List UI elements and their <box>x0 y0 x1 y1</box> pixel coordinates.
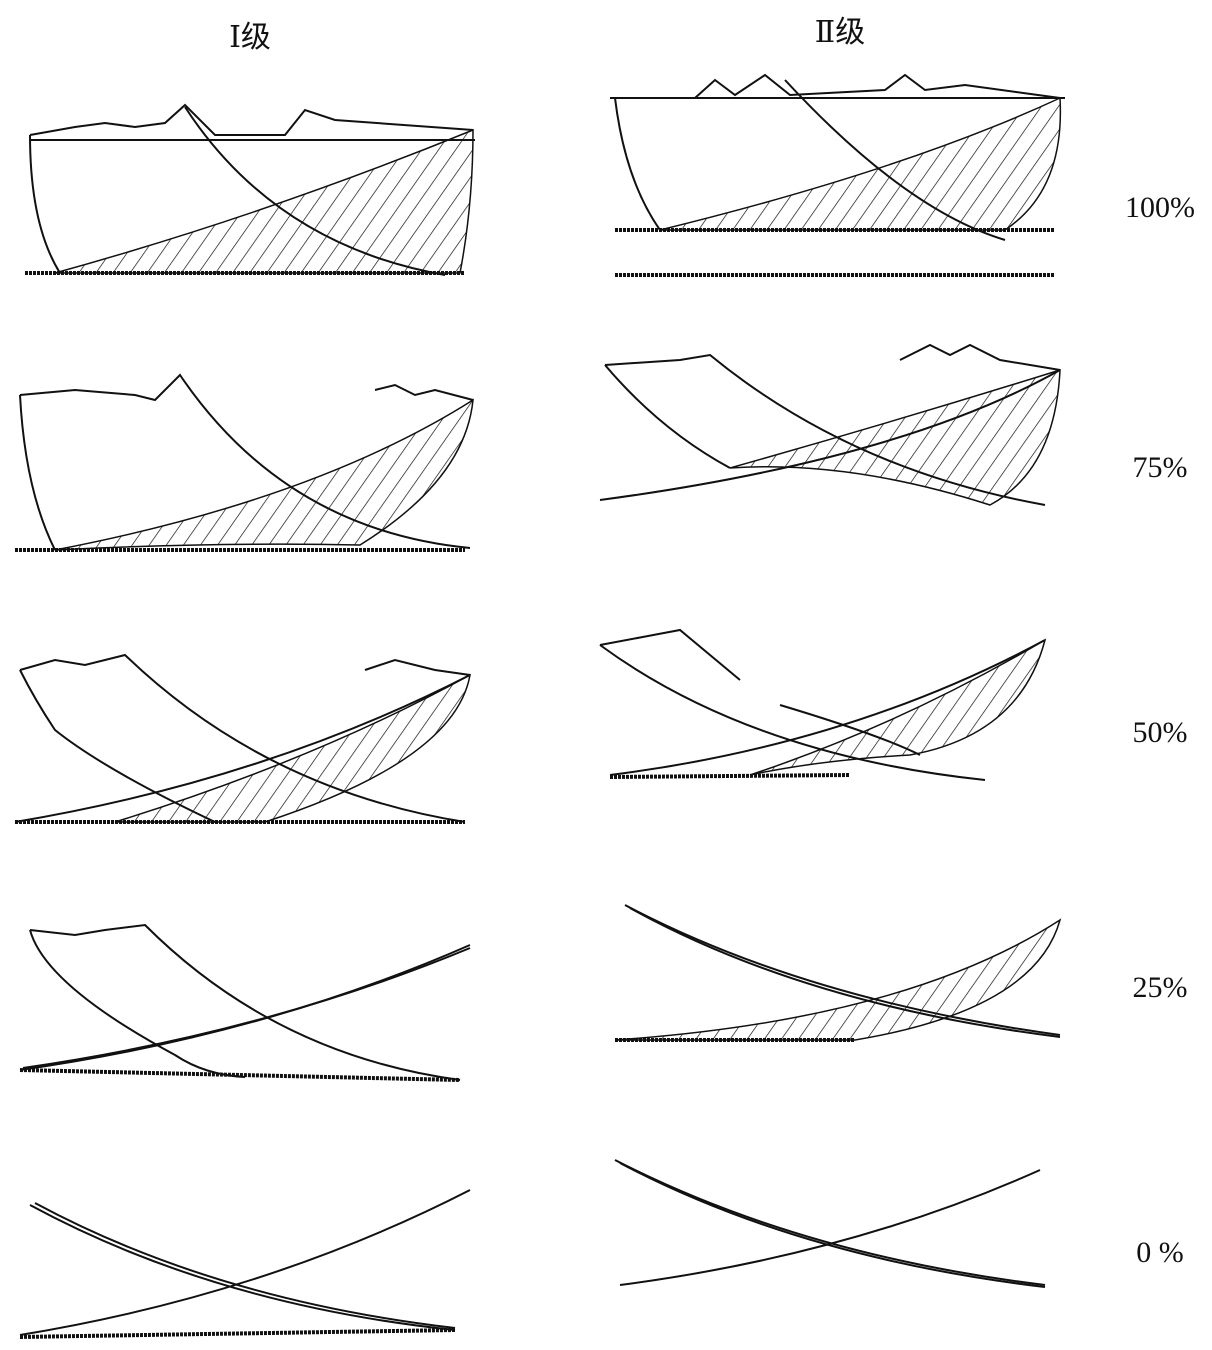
column-header: Ⅰ级 <box>229 21 271 54</box>
row-label: 0 % <box>1136 1236 1184 1269</box>
panel <box>615 905 1060 1040</box>
panel <box>15 655 470 822</box>
panel <box>615 1160 1045 1287</box>
diagram: Ⅰ级 Ⅱ级 100% 75% 50% 25% 0 % <box>0 0 1212 1345</box>
page: {"columns": ["Ⅰ级", "Ⅱ级"], "rows": ["100%… <box>0 0 1212 1345</box>
panel <box>610 75 1065 275</box>
panel <box>15 375 473 550</box>
panel <box>25 105 475 275</box>
row-label: 25% <box>1133 971 1188 1004</box>
panel <box>600 345 1060 505</box>
panel <box>20 925 470 1080</box>
row-label: 100% <box>1125 191 1195 224</box>
row-label: 50% <box>1133 716 1188 749</box>
panel <box>20 1190 470 1337</box>
column-header: Ⅱ级 <box>815 16 865 49</box>
panel <box>600 630 1045 780</box>
row-label: 75% <box>1133 451 1188 484</box>
